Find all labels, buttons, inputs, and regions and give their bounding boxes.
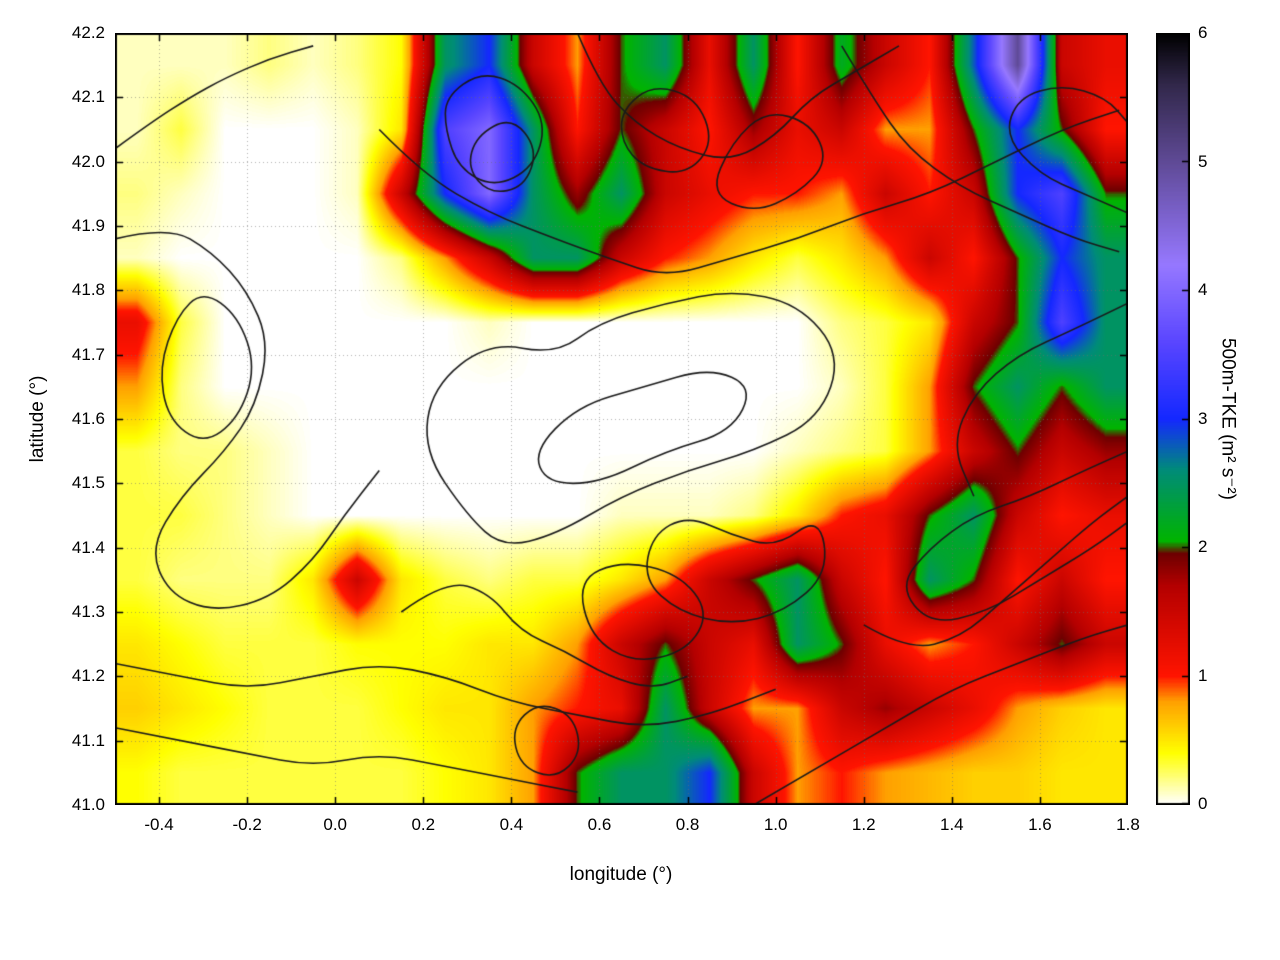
y-axis-label: latitude (°) [27, 375, 48, 463]
y-tick-label: 41.1 [71, 730, 105, 750]
x-axis-label: longitude (°) [569, 864, 673, 885]
x-tick-label: 1.6 [1028, 815, 1052, 834]
x-tick-label: 1.4 [939, 815, 964, 834]
colorbar-tick-label: 0 [1198, 794, 1208, 813]
y-tick-label: 41.4 [71, 537, 105, 557]
x-tick-label: 1.8 [1116, 815, 1140, 834]
x-tick-label: -0.4 [144, 815, 174, 834]
y-tick-label: 41.0 [71, 795, 105, 814]
colorbar-tick-label: 3 [1198, 408, 1208, 428]
x-tick-label: 0.2 [411, 815, 436, 834]
colorbar-tick-label: 4 [1198, 280, 1208, 299]
x-tick-label: 0.0 [323, 815, 348, 834]
y-tick-label: 41.8 [71, 280, 105, 300]
colorbar-tick-label: 2 [1198, 537, 1208, 556]
colorbar [1156, 33, 1190, 805]
x-tick-label: 0.6 [587, 815, 612, 834]
x-tick-label: 1.2 [851, 815, 876, 834]
x-tick-label: 1.0 [763, 815, 788, 834]
colorbar-tick-label: 1 [1198, 665, 1208, 685]
y-tick-label: 42.2 [71, 23, 105, 42]
x-tick-label: -0.2 [232, 815, 262, 834]
x-tick-label: 0.8 [675, 815, 700, 834]
x-tick-label: 0.4 [499, 815, 524, 834]
y-tick-label: 42.1 [71, 87, 105, 107]
y-tick-label: 42.0 [71, 151, 105, 171]
y-tick-label: 41.2 [71, 666, 105, 686]
heatmap-plot-canvas [115, 33, 1128, 805]
y-tick-label: 41.6 [71, 409, 105, 428]
colorbar-tick-label: 5 [1198, 151, 1208, 171]
y-tick-label: 41.7 [71, 344, 105, 364]
y-tick-label: 41.5 [71, 473, 105, 493]
y-tick-label: 41.9 [71, 216, 105, 235]
colorbar-label: 500m-TKE (m² s⁻²) [1217, 337, 1239, 501]
y-tick-label: 41.3 [71, 602, 105, 621]
colorbar-tick-label: 6 [1198, 23, 1208, 42]
